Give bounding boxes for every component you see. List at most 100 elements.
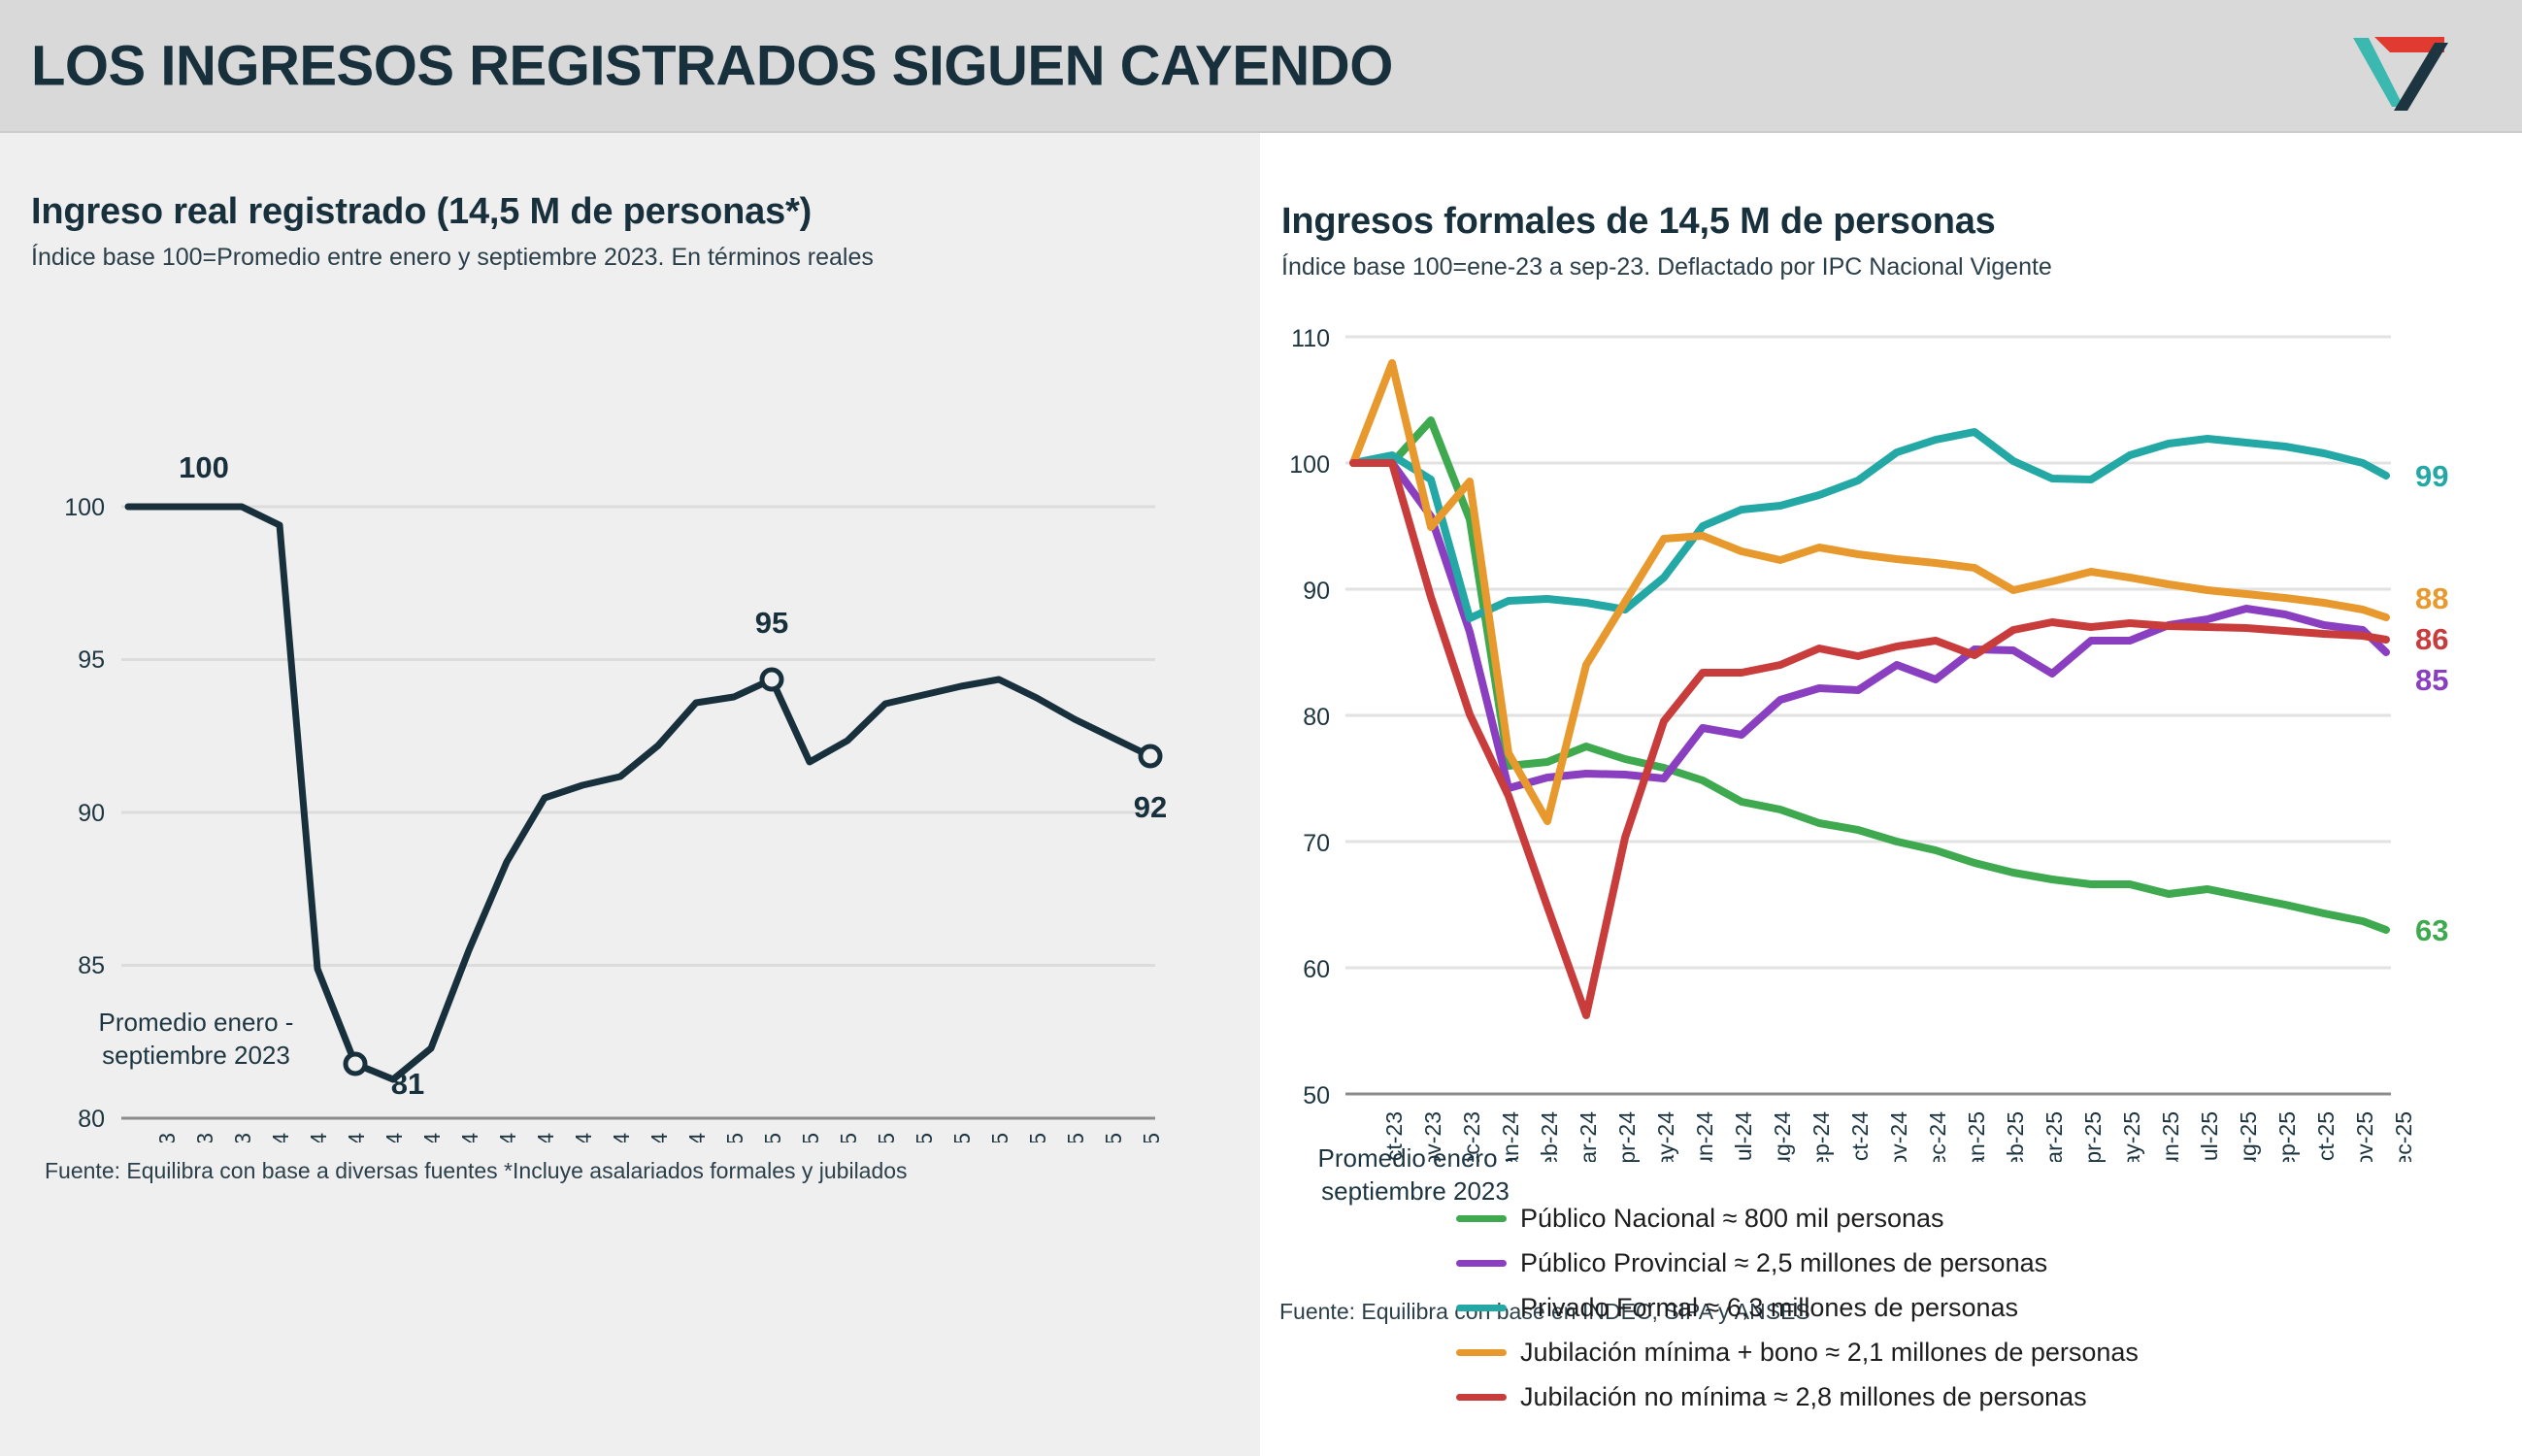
right-series-jubilacion-no-minima <box>1349 459 2390 1019</box>
svg-text:May-25: May-25 <box>874 1133 899 1142</box>
left-chart-title: Ingreso real registrado (14,5 M de perso… <box>31 191 813 232</box>
svg-text:Dec-23: Dec-23 <box>1459 1111 1484 1162</box>
svg-text:100: 100 <box>1289 451 1330 479</box>
end-label-publico-nacional: 63 <box>2415 913 2448 947</box>
legend-label: Público Nacional ≈ 800 mil personas <box>1520 1203 1944 1233</box>
svg-text:Sep-24: Sep-24 <box>571 1133 596 1142</box>
svg-text:Dec-25: Dec-25 <box>2391 1111 2416 1162</box>
svg-text:81: 81 <box>391 1067 424 1101</box>
svg-text:Mar-25: Mar-25 <box>2041 1111 2067 1162</box>
right-chart-panel: Ingresos formales de 14,5 M de personas … <box>1260 133 2522 1456</box>
svg-text:May-24: May-24 <box>419 1133 445 1142</box>
svg-text:Nov-24: Nov-24 <box>1886 1111 1911 1162</box>
svg-text:Apr-24: Apr-24 <box>1614 1111 1640 1162</box>
right-series-publico-nacional <box>1349 416 2390 934</box>
svg-text:Oct-25: Oct-25 <box>1063 1133 1088 1142</box>
svg-text:Jul-25: Jul-25 <box>2197 1111 2222 1162</box>
svg-text:Sep-25: Sep-25 <box>2274 1111 2300 1162</box>
legend-swatch-icon <box>1456 1214 1507 1222</box>
right-x-axis-labels: Oct-23 Nov-23 Dec-23 Jan-24 Feb-24 Mar-2… <box>1381 1111 2416 1162</box>
svg-text:May-25: May-25 <box>2119 1111 2144 1162</box>
svg-text:Apr-25: Apr-25 <box>2080 1111 2106 1162</box>
page-header: LOS INGRESOS REGISTRADOS SIGUEN CAYENDO <box>0 0 2522 133</box>
svg-text:Nov-23: Nov-23 <box>192 1133 217 1142</box>
svg-text:Jun-24: Jun-24 <box>457 1133 482 1142</box>
svg-text:Feb-24: Feb-24 <box>306 1133 331 1142</box>
legend-item-privado-formal[interactable]: Privado Formal ≈ 6,3 millones de persona… <box>1456 1285 2139 1330</box>
equilibra-logo-icon <box>2353 37 2448 111</box>
legend-swatch-icon <box>1456 1348 1507 1356</box>
svg-text:Aug-24: Aug-24 <box>533 1133 558 1142</box>
svg-text:Feb-25: Feb-25 <box>2003 1111 2028 1162</box>
svg-text:Aug-25: Aug-25 <box>2236 1111 2261 1162</box>
legend-label: Jubilación mínima + bono ≈ 2,1 millones … <box>1520 1337 2139 1367</box>
legend-label: Jubilación no mínima ≈ 2,8 millones de p… <box>1520 1381 2087 1411</box>
svg-text:Mar-24: Mar-24 <box>1576 1111 1601 1162</box>
svg-text:Jul-25: Jul-25 <box>949 1133 975 1142</box>
svg-text:Sep-25: Sep-25 <box>1025 1133 1050 1142</box>
legend-label: Privado Formal ≈ 6,3 millones de persona… <box>1520 1292 2019 1322</box>
svg-text:Jun-24: Jun-24 <box>1692 1111 1717 1162</box>
svg-text:60: 60 <box>1303 956 1330 983</box>
legend-swatch-icon <box>1456 1304 1507 1311</box>
svg-text:110: 110 <box>1291 325 1330 352</box>
end-label-jubilacion-no-minima: 86 <box>2415 622 2448 656</box>
svg-text:50: 50 <box>1303 1082 1330 1109</box>
right-y-axis-labels: 110 100 90 80 70 60 50 <box>1289 325 1330 1109</box>
right-series-jubilacion-minima <box>1349 359 2390 825</box>
svg-text:70: 70 <box>1303 830 1330 857</box>
svg-text:Oct-23: Oct-23 <box>1381 1111 1407 1162</box>
left-chart-subtitle: Índice base 100=Promedio entre enero y s… <box>31 244 874 271</box>
chart-legend: Público Nacional ≈ 800 mil personas Públ… <box>1456 1196 2139 1419</box>
right-chart-plot: 110 100 90 80 70 60 50 99 88 86 <box>1289 325 2448 1162</box>
svg-text:Jun-25: Jun-25 <box>912 1133 937 1142</box>
svg-text:Dec-24: Dec-24 <box>1925 1111 1950 1162</box>
svg-text:Nov-25: Nov-25 <box>1101 1133 1126 1142</box>
svg-text:Jul-24: Jul-24 <box>495 1133 520 1142</box>
legend-item-jubilacion-no-minima[interactable]: Jubilación no mínima ≈ 2,8 millones de p… <box>1456 1374 2139 1419</box>
svg-text:Mar-25: Mar-25 <box>798 1133 823 1142</box>
svg-text:Jan-25: Jan-25 <box>722 1133 747 1142</box>
left-baseline-note: Promedio enero - septiembre 2023 <box>98 1008 294 1070</box>
svg-text:Jul-24: Jul-24 <box>1731 1111 1756 1162</box>
svg-text:Oct-24: Oct-24 <box>1847 1111 1873 1162</box>
svg-text:95: 95 <box>755 606 788 640</box>
legend-item-jubilacion-minima[interactable]: Jubilación mínima + bono ≈ 2,1 millones … <box>1456 1330 2139 1374</box>
svg-text:Apr-24: Apr-24 <box>382 1133 407 1142</box>
left-source-note: Fuente: Equilibra con base a diversas fu… <box>45 1158 908 1183</box>
svg-text:Dec-23: Dec-23 <box>230 1133 255 1142</box>
svg-text:100: 100 <box>179 450 229 484</box>
svg-text:Oct-24: Oct-24 <box>609 1133 634 1142</box>
end-label-jubilacion-minima: 88 <box>2415 581 2448 615</box>
left-chart-plot: 100 95 90 85 80 100 81 95 92 <box>64 450 1167 1142</box>
svg-text:Jan-25: Jan-25 <box>1964 1111 1989 1162</box>
legend-item-publico-nacional[interactable]: Público Nacional ≈ 800 mil personas <box>1456 1196 2139 1241</box>
svg-text:Jan-24: Jan-24 <box>1498 1111 1523 1162</box>
left-y-axis-labels: 100 95 90 85 80 <box>64 494 105 1133</box>
svg-text:80: 80 <box>1303 704 1330 731</box>
right-gridlines <box>1345 335 2391 1096</box>
svg-text:Jun-25: Jun-25 <box>2158 1111 2183 1162</box>
svg-text:100: 100 <box>64 494 105 521</box>
right-baseline-note: Promedio enero - septiembre 2023 <box>1317 1143 1513 1206</box>
svg-text:Aug-24: Aug-24 <box>1770 1111 1795 1162</box>
svg-text:Nov-23: Nov-23 <box>1420 1111 1445 1162</box>
svg-text:Mar-24: Mar-24 <box>344 1133 369 1142</box>
right-source-note: Fuente: Equilibra con base en INDEC, SIP… <box>1279 1299 1810 1324</box>
legend-swatch-icon <box>1456 1393 1507 1401</box>
svg-text:Dec-25: Dec-25 <box>1139 1133 1164 1142</box>
svg-text:May-24: May-24 <box>1653 1111 1678 1162</box>
svg-text:92: 92 <box>1134 790 1167 824</box>
left-marked-points <box>343 667 1163 1076</box>
legend-item-publico-provincial[interactable]: Público Provincial ≈ 2,5 millones de per… <box>1456 1241 2139 1285</box>
left-series-line <box>124 503 1154 1083</box>
left-chart-panel: Ingreso real registrado (14,5 M de perso… <box>0 133 1260 1456</box>
svg-text:Oct-23: Oct-23 <box>154 1133 180 1142</box>
right-chart-subtitle: Índice base 100=ene-23 a sep-23. Deflact… <box>1281 253 2052 281</box>
svg-text:Nov-24: Nov-24 <box>647 1133 672 1142</box>
svg-text:Dec-24: Dec-24 <box>684 1133 710 1142</box>
svg-text:Feb-25: Feb-25 <box>760 1133 785 1142</box>
svg-text:85: 85 <box>78 952 105 979</box>
svg-text:Nov-25: Nov-25 <box>2352 1111 2377 1162</box>
